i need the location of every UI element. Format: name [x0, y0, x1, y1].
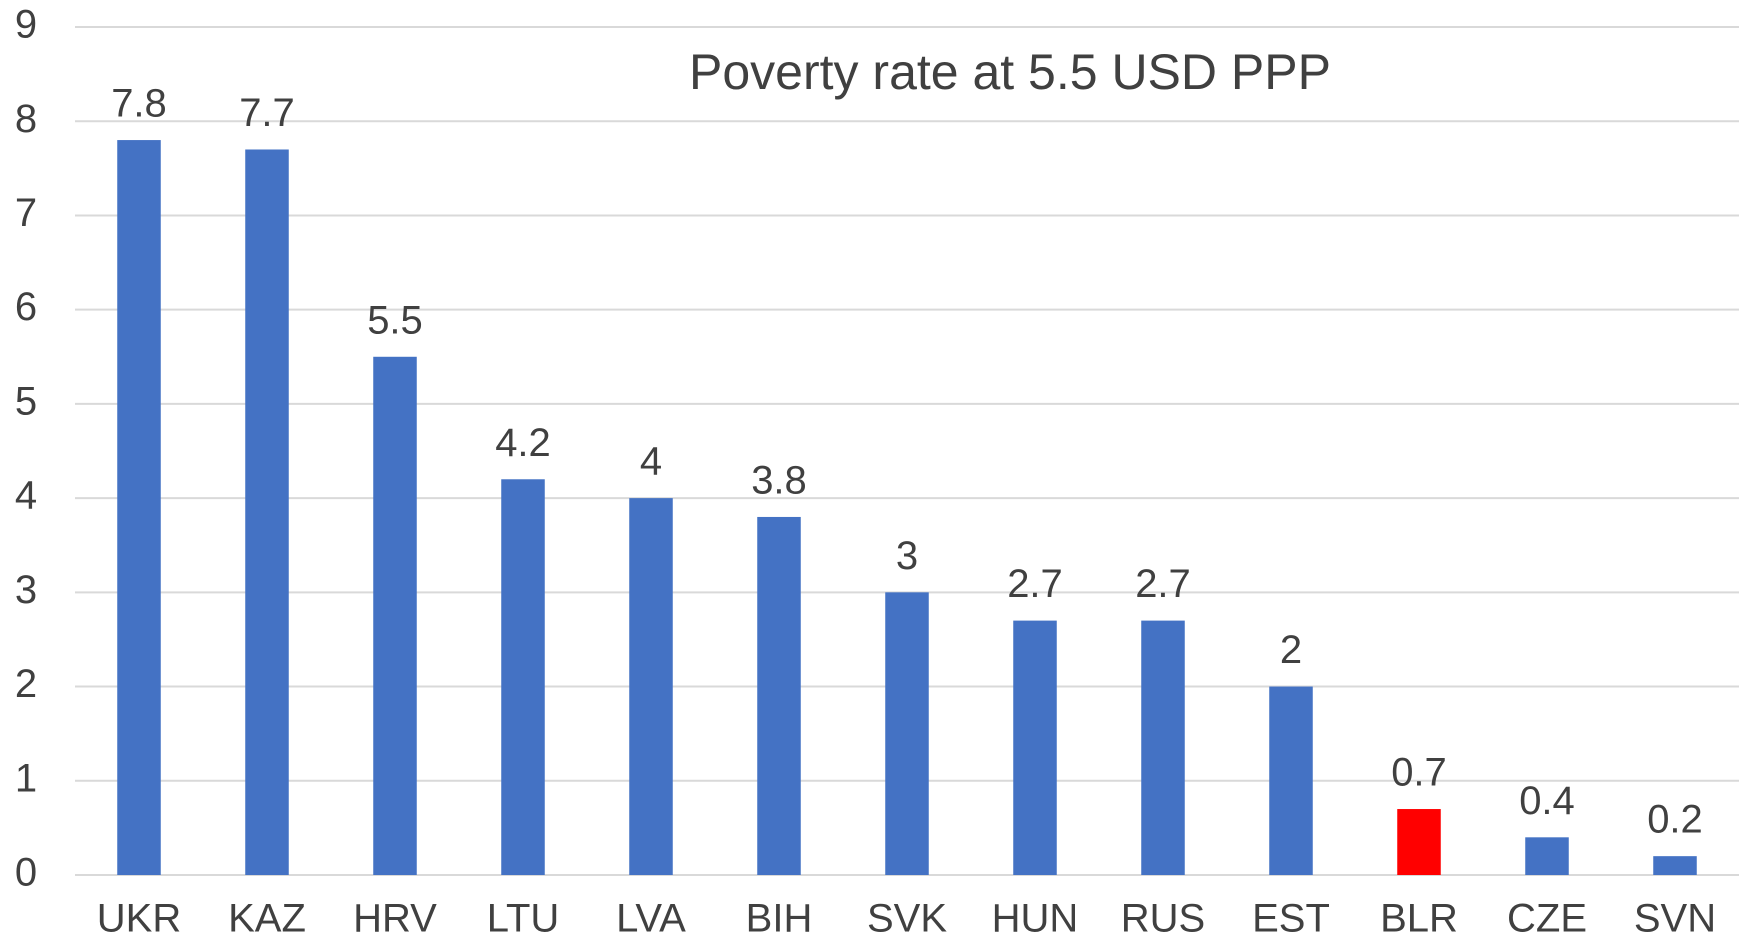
x-tick-label: EST — [1252, 897, 1330, 941]
y-tick-label: 7 — [15, 191, 37, 235]
y-tick-label: 3 — [15, 568, 37, 612]
data-label: 0.4 — [1519, 779, 1575, 823]
y-tick-label: 6 — [15, 285, 37, 329]
bar — [1013, 620, 1057, 875]
x-tick-label: SVN — [1634, 897, 1716, 941]
y-tick-label: 4 — [15, 474, 37, 518]
data-label: 7.7 — [239, 91, 295, 135]
bar — [1653, 856, 1697, 875]
data-label: 3 — [896, 534, 918, 578]
data-label: 3.8 — [751, 459, 807, 503]
bar — [1269, 686, 1313, 875]
data-label: 0.2 — [1647, 798, 1703, 842]
x-tick-label: BIH — [746, 897, 813, 941]
bar — [1141, 620, 1185, 875]
chart-title: Poverty rate at 5.5 USD PPP — [689, 44, 1331, 100]
bar — [629, 498, 673, 875]
bar — [757, 516, 801, 875]
bar — [885, 592, 929, 875]
y-tick-label: 9 — [15, 3, 37, 47]
x-tick-label: CZE — [1507, 897, 1587, 941]
data-label: 0.7 — [1391, 751, 1447, 795]
data-label: 5.5 — [367, 298, 423, 342]
data-label: 4 — [640, 440, 662, 484]
x-tick-label: BLR — [1380, 897, 1458, 941]
bar — [501, 479, 545, 875]
x-tick-label: HRV — [353, 897, 437, 941]
bar — [1525, 837, 1569, 875]
bar — [117, 140, 161, 876]
x-tick-label: LVA — [616, 897, 686, 941]
x-tick-label: LTU — [487, 897, 560, 941]
data-label: 2 — [1280, 628, 1302, 672]
y-tick-label: 1 — [15, 756, 37, 800]
data-label: 2.7 — [1007, 562, 1063, 606]
bar — [245, 149, 289, 875]
bar — [1397, 809, 1441, 875]
y-tick-label: 5 — [15, 379, 37, 423]
data-label: 2.7 — [1135, 562, 1191, 606]
bar — [373, 356, 417, 875]
y-tick-label: 2 — [15, 662, 37, 706]
x-tick-label: RUS — [1121, 897, 1205, 941]
y-tick-label: 0 — [15, 851, 37, 895]
x-tick-label: UKR — [97, 897, 181, 941]
x-tick-label: SVK — [867, 897, 947, 941]
y-tick-label: 8 — [15, 97, 37, 141]
x-tick-label: HUN — [992, 897, 1079, 941]
data-label: 7.8 — [111, 82, 167, 126]
x-tick-label: KAZ — [228, 897, 306, 941]
data-label: 4.2 — [495, 421, 551, 465]
